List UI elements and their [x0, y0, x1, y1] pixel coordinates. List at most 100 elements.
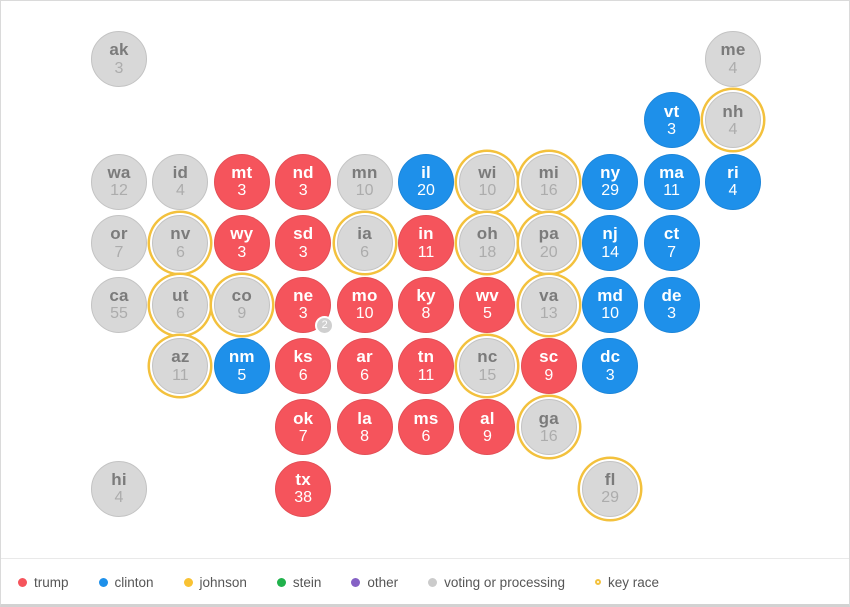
- state-abbr: il: [421, 162, 431, 182]
- state-ma[interactable]: ma 11: [643, 153, 700, 210]
- state-abbr: ma: [659, 162, 685, 182]
- state-ri[interactable]: ri 4: [705, 153, 761, 210]
- state-md[interactable]: md 10: [582, 276, 639, 333]
- state-la[interactable]: la 8: [336, 399, 393, 456]
- state-abbr: mi: [538, 162, 559, 182]
- state-electoral-votes: 11: [417, 366, 435, 384]
- legend-item-stein: stein: [276, 575, 321, 590]
- state-electoral-votes: 10: [355, 182, 374, 200]
- state-id[interactable]: id 4: [152, 153, 209, 210]
- state-nm[interactable]: nm 5: [213, 338, 270, 394]
- state-abbr: sd: [293, 224, 314, 244]
- state-wv[interactable]: wv 5: [459, 276, 516, 333]
- legend: trump clinton johnson stein other voting or p…: [1, 559, 849, 604]
- state-abbr: de: [661, 285, 682, 305]
- state-nc[interactable]: nc 15: [459, 338, 516, 394]
- state-mn[interactable]: mn 10: [336, 153, 393, 210]
- state-me[interactable]: me 4: [705, 31, 761, 87]
- state-abbr: va: [539, 285, 559, 305]
- state-ms[interactable]: ms 6: [398, 399, 454, 456]
- state-vt[interactable]: vt 3: [643, 92, 700, 149]
- legend-divider: [1, 558, 849, 559]
- legend-dot-voting-or-processing: [428, 577, 438, 587]
- state-abbr: ri: [727, 162, 739, 182]
- legend-item-trump: trump: [18, 575, 69, 590]
- state-ok[interactable]: ok 7: [275, 399, 332, 456]
- state-mi[interactable]: mi 16: [520, 153, 577, 210]
- state-electoral-votes: 9: [544, 366, 554, 384]
- state-wy[interactable]: wy 3: [213, 215, 270, 272]
- state-abbr: la: [357, 408, 372, 428]
- state-nh[interactable]: nh 4: [705, 92, 761, 149]
- state-ar[interactable]: ar 6: [336, 338, 393, 394]
- state-abbr: ks: [293, 347, 313, 367]
- state-ky[interactable]: ky 8: [398, 276, 454, 333]
- state-electoral-votes: 55: [110, 305, 128, 323]
- state-ne[interactable]: ne 3 2: [275, 276, 335, 335]
- district-split-badge[interactable]: 2: [315, 315, 335, 335]
- state-oh[interactable]: oh 18: [459, 215, 516, 272]
- state-electoral-votes: 11: [417, 243, 435, 261]
- state-abbr: tn: [417, 347, 435, 367]
- state-or[interactable]: or 7: [91, 215, 147, 272]
- state-sd[interactable]: sd 3: [275, 215, 332, 272]
- state-wa[interactable]: wa 12: [91, 153, 147, 210]
- state-ak[interactable]: ak 3: [91, 31, 147, 87]
- state-abbr: mt: [231, 162, 253, 182]
- legend-label: johnson: [199, 574, 247, 590]
- state-electoral-votes: 3: [605, 366, 615, 384]
- state-electoral-votes: 7: [667, 243, 677, 261]
- state-hi[interactable]: hi 4: [91, 460, 147, 517]
- state-va[interactable]: va 13: [520, 276, 577, 333]
- state-mt[interactable]: mt 3: [213, 153, 270, 210]
- legend-label: key race: [607, 574, 660, 590]
- state-electoral-votes: 6: [421, 427, 431, 445]
- state-electoral-votes: 10: [601, 305, 620, 323]
- state-wi[interactable]: wi 10: [459, 153, 516, 210]
- state-pa[interactable]: pa 20: [520, 215, 577, 272]
- state-abbr: oh: [476, 224, 498, 244]
- state-abbr: nm: [228, 347, 255, 367]
- state-mo[interactable]: mo 10: [336, 276, 393, 333]
- state-al[interactable]: al 9: [459, 399, 516, 456]
- state-nd[interactable]: nd 3: [275, 153, 332, 210]
- state-fl[interactable]: fl 29: [582, 460, 639, 517]
- state-electoral-votes: 6: [175, 305, 185, 323]
- state-abbr: hi: [111, 469, 127, 489]
- state-nv[interactable]: nv 6: [152, 215, 209, 272]
- state-abbr: co: [231, 285, 252, 305]
- state-ia[interactable]: ia 6: [336, 215, 393, 272]
- state-de[interactable]: de 3: [643, 276, 700, 333]
- state-ca[interactable]: ca 55: [91, 276, 147, 333]
- state-abbr: pa: [538, 224, 559, 244]
- state-abbr: ok: [293, 408, 314, 428]
- legend-label: trump: [34, 574, 69, 590]
- state-electoral-votes: 29: [601, 489, 620, 507]
- state-az[interactable]: az 11: [152, 338, 209, 394]
- state-electoral-votes: 4: [728, 59, 738, 77]
- state-abbr: ny: [600, 162, 621, 182]
- state-ct[interactable]: ct 7: [643, 215, 700, 272]
- state-ga[interactable]: ga 16: [520, 399, 577, 456]
- legend-item-other: other: [351, 575, 398, 590]
- state-dc[interactable]: dc 3: [582, 338, 639, 394]
- legend-label: clinton: [114, 574, 154, 590]
- state-ny[interactable]: ny 29: [582, 153, 639, 210]
- state-abbr: ak: [109, 40, 129, 60]
- legend-dot-trump: [18, 577, 27, 587]
- state-electoral-votes: 3: [667, 305, 677, 323]
- state-in[interactable]: in 11: [398, 215, 454, 272]
- state-tn[interactable]: tn 11: [398, 338, 454, 394]
- legend-label: other: [367, 574, 399, 590]
- state-nj[interactable]: nj 14: [582, 215, 639, 272]
- state-abbr: ct: [663, 224, 680, 244]
- state-tx[interactable]: tx 38: [275, 460, 332, 517]
- state-ut[interactable]: ut 6: [152, 276, 209, 333]
- state-sc[interactable]: sc 9: [520, 338, 577, 394]
- state-abbr: fl: [604, 469, 616, 489]
- state-co[interactable]: co 9: [213, 276, 270, 333]
- state-il[interactable]: il 20: [398, 153, 454, 210]
- state-ks[interactable]: ks 6: [275, 338, 332, 394]
- state-abbr: id: [172, 162, 189, 182]
